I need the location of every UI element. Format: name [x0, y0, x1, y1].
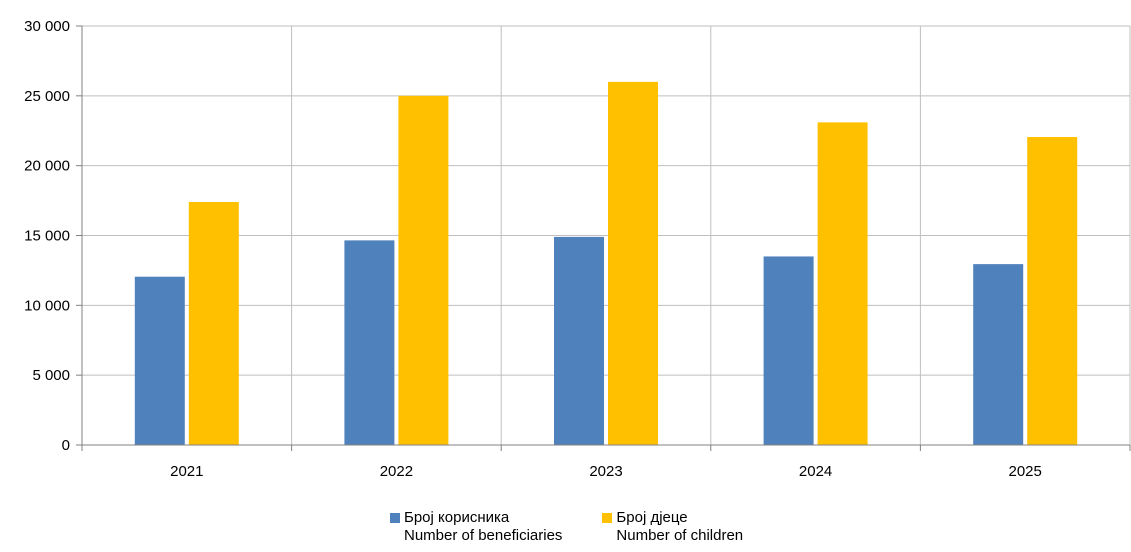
bar-children-2023 [608, 81, 658, 445]
legend: Број корисника Number of beneficiaries Б… [390, 509, 743, 545]
x-tick-label: 2022 [380, 463, 413, 480]
axes [76, 25, 1131, 451]
bars [134, 81, 1078, 446]
gridlines [82, 25, 1131, 445]
legend-swatch-beneficiaries [390, 513, 400, 523]
x-tick-label: 2021 [170, 463, 203, 480]
y-tick-label: 0 [62, 437, 70, 454]
y-tick-label: 15 000 [24, 228, 70, 245]
x-tick-label: 2024 [799, 463, 832, 480]
legend-label-beneficiaries-sr: Број корисника [404, 509, 510, 526]
x-tick-label: 2025 [1009, 463, 1042, 480]
y-tick-label: 30 000 [24, 18, 70, 35]
legend-swatch-children [602, 513, 613, 523]
legend-label-beneficiaries-en: Number of beneficiaries [404, 527, 563, 544]
tick-labels: 0 5 000 10 000 15 000 20 000 25 000 30 000 2021… [24, 18, 1042, 480]
bar-children-2021 [188, 201, 239, 445]
legend-label-children-sr: Број дјеце [616, 509, 688, 526]
legend-item-children: Број дјеце Number of children [602, 509, 743, 545]
bar-beneficiaries-2024 [763, 256, 814, 445]
bar-children-2024 [817, 122, 868, 446]
y-tick-label: 25 000 [24, 88, 70, 105]
x-tick-label: 2023 [589, 463, 622, 480]
y-tick-label: 10 000 [24, 297, 70, 314]
bar-beneficiaries-2021 [134, 276, 185, 445]
bar-children-2025 [1027, 137, 1078, 445]
y-tick-label: 20 000 [24, 158, 70, 175]
y-tick-label: 5 000 [32, 367, 70, 384]
bar-beneficiaries-2023 [554, 236, 604, 445]
legend-item-beneficiaries: Број корисника Number of beneficiaries [390, 509, 562, 545]
bar-beneficiaries-2025 [973, 264, 1024, 445]
bar-beneficiaries-2022 [344, 240, 395, 445]
bar-children-2022 [398, 95, 449, 445]
legend-label-children-en: Number of children [616, 527, 744, 544]
